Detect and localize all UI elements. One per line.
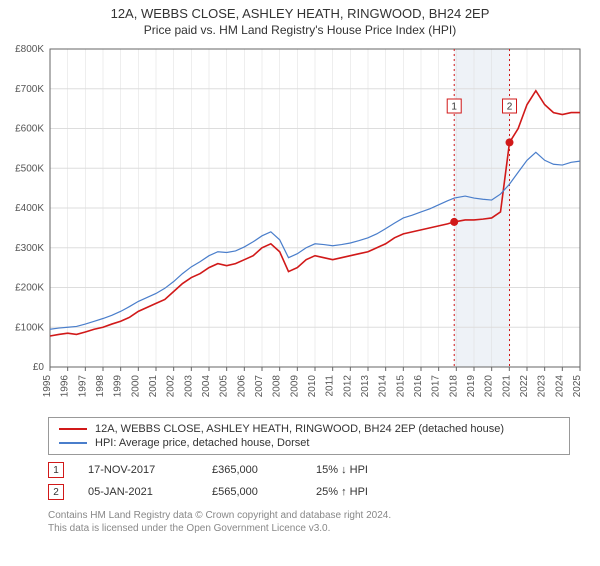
y-tick-label: £600K — [15, 124, 44, 135]
y-tick-label: £100K — [15, 322, 44, 333]
event-marker-number: 1 — [451, 102, 457, 113]
x-tick-label: 1996 — [60, 375, 71, 398]
x-tick-label: 1995 — [42, 375, 53, 398]
x-tick-label: 2011 — [325, 375, 336, 397]
footer-line-1: Contains HM Land Registry data © Crown c… — [48, 509, 570, 522]
x-tick-label: 2003 — [183, 375, 194, 398]
legend-item: HPI: Average price, detached house, Dors… — [59, 436, 559, 450]
legend-label: 12A, WEBBS CLOSE, ASHLEY HEATH, RINGWOOD… — [95, 423, 504, 435]
legend-label: HPI: Average price, detached house, Dors… — [95, 437, 309, 449]
x-tick-label: 2018 — [448, 375, 459, 398]
event-delta: 15% ↓ HPI — [316, 464, 368, 476]
event-marker-number: 2 — [507, 102, 513, 113]
x-tick-label: 2022 — [519, 375, 530, 398]
y-tick-label: £400K — [15, 203, 44, 214]
events-table: 1 17-NOV-2017 £365,000 15% ↓ HPI 2 05-JAN-202… — [48, 459, 570, 503]
footer-attribution: Contains HM Land Registry data © Crown c… — [48, 509, 570, 535]
x-tick-label: 1997 — [77, 375, 88, 398]
chart-title: 12A, WEBBS CLOSE, ASHLEY HEATH, RINGWOOD… — [0, 6, 600, 21]
y-tick-label: £200K — [15, 283, 44, 294]
x-tick-label: 2001 — [148, 375, 159, 398]
x-tick-label: 2006 — [236, 375, 247, 398]
event-date: 05-JAN-2021 — [88, 486, 188, 498]
x-tick-label: 1999 — [113, 375, 124, 398]
x-tick-label: 2021 — [501, 375, 512, 398]
chart-area: £0 £100K £200K £300K £400K £500K £600K £700K £80… — [0, 41, 600, 411]
x-tick-label: 2015 — [395, 375, 406, 398]
legend-swatch — [59, 428, 87, 430]
legend-item: 12A, WEBBS CLOSE, ASHLEY HEATH, RINGWOOD… — [59, 422, 559, 436]
x-tick-label: 2016 — [413, 375, 424, 398]
legend-swatch — [59, 442, 87, 444]
x-tick-label: 2004 — [201, 375, 212, 398]
line-chart: £0 £100K £200K £300K £400K £500K £600K £700K £80… — [0, 41, 600, 411]
event-delta: 25% ↑ HPI — [316, 486, 368, 498]
event-row: 1 17-NOV-2017 £365,000 15% ↓ HPI — [48, 459, 570, 481]
x-tick-label: 2014 — [378, 375, 389, 398]
x-tick-label: 2024 — [554, 375, 565, 398]
event-row: 2 05-JAN-2021 £565,000 25% ↑ HPI — [48, 481, 570, 503]
event-price: £365,000 — [212, 464, 292, 476]
x-tick-label: 2005 — [219, 375, 230, 398]
y-tick-label: £800K — [15, 44, 44, 55]
event-date: 17-NOV-2017 — [88, 464, 188, 476]
y-tick-label: £0 — [33, 362, 45, 373]
event-number-box: 1 — [48, 462, 64, 478]
event-number-box: 2 — [48, 484, 64, 500]
x-tick-label: 2019 — [466, 375, 477, 398]
footer-line-2: This data is licensed under the Open Gov… — [48, 522, 570, 535]
y-tick-label: £300K — [15, 243, 44, 254]
x-tick-label: 2020 — [484, 375, 495, 398]
x-tick-label: 2013 — [360, 375, 371, 398]
y-tick-label: £700K — [15, 84, 44, 95]
x-tick-label: 2012 — [342, 375, 353, 398]
legend: 12A, WEBBS CLOSE, ASHLEY HEATH, RINGWOOD… — [48, 417, 570, 455]
x-tick-label: 2007 — [254, 375, 265, 398]
x-tick-label: 2017 — [431, 375, 442, 398]
x-tick-label: 2009 — [289, 375, 300, 398]
x-tick-label: 2008 — [272, 375, 283, 398]
x-tick-label: 2025 — [572, 375, 583, 398]
event-price: £565,000 — [212, 486, 292, 498]
x-tick-label: 2010 — [307, 375, 318, 398]
x-tick-label: 1998 — [95, 375, 106, 398]
x-tick-label: 2023 — [537, 375, 548, 398]
x-tick-label: 2000 — [130, 375, 141, 398]
chart-subtitle: Price paid vs. HM Land Registry's House … — [0, 23, 600, 37]
y-tick-label: £500K — [15, 163, 44, 174]
x-tick-label: 2002 — [166, 375, 177, 398]
